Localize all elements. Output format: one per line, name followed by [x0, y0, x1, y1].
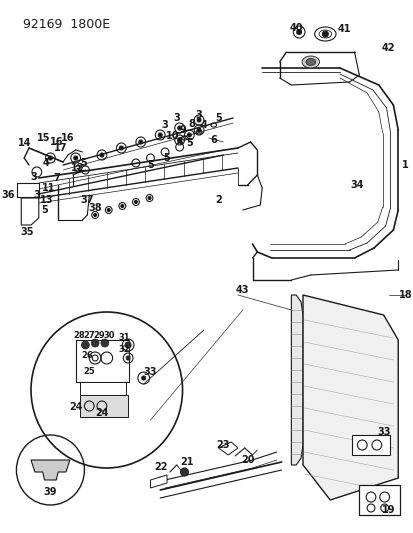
Text: 3: 3: [31, 172, 37, 182]
Text: 43: 43: [235, 285, 249, 295]
Text: 21: 21: [180, 457, 194, 467]
Circle shape: [91, 339, 99, 347]
Text: 16: 16: [61, 133, 74, 143]
Bar: [358, 485, 399, 515]
Circle shape: [119, 146, 123, 150]
Text: 12: 12: [71, 163, 84, 173]
Text: 11: 11: [42, 183, 55, 193]
Text: 38: 38: [88, 203, 102, 213]
Circle shape: [134, 200, 137, 204]
Text: 30: 30: [104, 330, 115, 340]
Circle shape: [322, 31, 328, 37]
Text: 9: 9: [179, 125, 185, 135]
Text: 27: 27: [83, 330, 95, 340]
Text: 40: 40: [289, 23, 302, 33]
Circle shape: [81, 341, 89, 349]
Text: 5: 5: [147, 160, 154, 170]
Text: 5: 5: [215, 113, 221, 123]
Circle shape: [177, 126, 181, 130]
Circle shape: [74, 156, 78, 160]
Text: 22: 22: [154, 462, 168, 472]
Text: 6: 6: [210, 135, 216, 145]
Circle shape: [148, 197, 151, 199]
Text: 14: 14: [17, 138, 31, 148]
Text: 42: 42: [381, 43, 394, 53]
Circle shape: [158, 133, 162, 137]
Polygon shape: [31, 460, 70, 480]
Text: 3: 3: [195, 110, 202, 120]
Text: 17: 17: [54, 143, 68, 153]
Text: 20: 20: [240, 455, 254, 465]
Text: 7: 7: [53, 173, 59, 183]
Circle shape: [177, 138, 181, 142]
Text: 37: 37: [81, 195, 94, 205]
Text: 4: 4: [200, 120, 207, 130]
Text: 16: 16: [50, 137, 63, 147]
Circle shape: [126, 356, 130, 360]
Text: 15: 15: [37, 133, 50, 143]
Circle shape: [107, 208, 110, 212]
Text: 8: 8: [188, 119, 195, 129]
Circle shape: [197, 118, 201, 122]
Text: 24: 24: [95, 408, 108, 418]
Polygon shape: [218, 442, 237, 455]
Text: 3: 3: [173, 113, 180, 123]
Text: 10: 10: [166, 131, 179, 141]
Circle shape: [100, 153, 104, 157]
Bar: [351, 435, 389, 455]
Bar: [79, 382, 126, 404]
Circle shape: [121, 205, 123, 207]
Circle shape: [197, 128, 201, 132]
Text: 3: 3: [33, 190, 40, 200]
Text: 29: 29: [93, 330, 104, 340]
Circle shape: [101, 339, 109, 347]
Text: 36: 36: [1, 190, 14, 200]
Text: 28: 28: [74, 330, 85, 340]
Text: 26: 26: [81, 351, 93, 359]
Text: 4: 4: [42, 158, 49, 168]
Text: 31: 31: [118, 333, 130, 342]
Circle shape: [93, 214, 96, 216]
Text: 32: 32: [118, 345, 130, 354]
Text: 5: 5: [185, 138, 192, 148]
Text: 3: 3: [74, 165, 81, 175]
Text: 39: 39: [44, 487, 57, 497]
Circle shape: [180, 468, 188, 476]
Text: 19: 19: [381, 505, 394, 515]
Circle shape: [125, 342, 131, 348]
Text: 33: 33: [376, 427, 389, 437]
Polygon shape: [21, 198, 39, 225]
Text: 18: 18: [398, 290, 412, 300]
Text: 23: 23: [216, 440, 230, 450]
Circle shape: [141, 376, 145, 380]
Bar: [76, 340, 129, 382]
Text: 1: 1: [401, 160, 408, 170]
Polygon shape: [291, 295, 302, 465]
Bar: [79, 395, 128, 417]
Text: 41: 41: [337, 24, 351, 34]
Circle shape: [187, 133, 191, 137]
Text: 2: 2: [215, 195, 221, 205]
Text: 5: 5: [41, 205, 48, 215]
Circle shape: [138, 140, 142, 144]
Text: 13: 13: [40, 195, 53, 205]
Text: 92169  1800E: 92169 1800E: [23, 18, 110, 31]
Text: 24: 24: [69, 402, 82, 412]
Ellipse shape: [301, 56, 319, 68]
Text: 35: 35: [20, 227, 34, 237]
Ellipse shape: [305, 59, 315, 66]
Text: 4: 4: [176, 137, 183, 147]
Circle shape: [296, 29, 301, 35]
Text: 5: 5: [80, 158, 87, 168]
Text: 3: 3: [161, 120, 168, 130]
Circle shape: [48, 156, 52, 160]
Bar: [17, 183, 39, 197]
Text: 33: 33: [143, 367, 157, 377]
Polygon shape: [150, 475, 166, 488]
Text: 5: 5: [163, 153, 170, 163]
Text: 34: 34: [350, 180, 363, 190]
Text: 25: 25: [83, 367, 95, 376]
Polygon shape: [302, 295, 397, 500]
